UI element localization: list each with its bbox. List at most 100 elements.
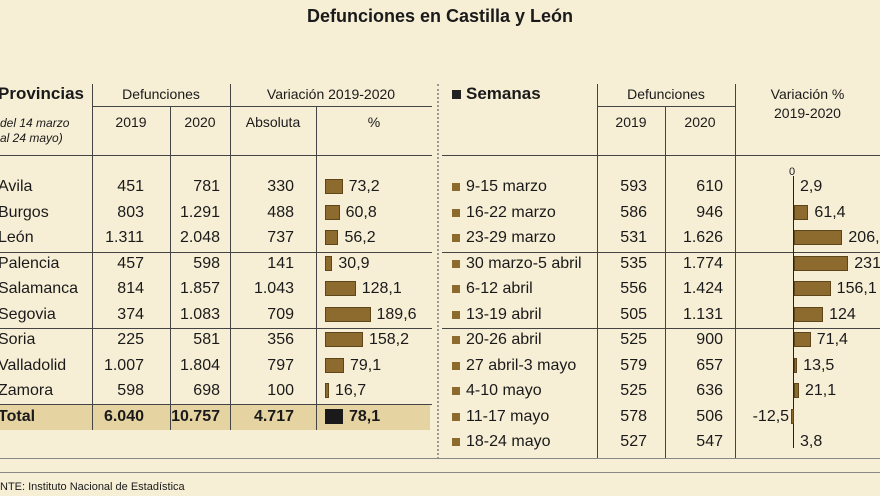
deaths-2020: 547 <box>696 433 723 450</box>
percent-change: 231 <box>854 254 880 272</box>
dotted-separator <box>437 84 439 459</box>
percent-change: 13,5 <box>803 356 835 374</box>
zero-axis <box>793 176 794 448</box>
percent-bar <box>794 306 824 322</box>
deaths-2019: 374 <box>117 305 144 323</box>
absolute-change: 4.717 <box>253 407 294 425</box>
square-bullet-icon <box>452 438 460 446</box>
percent-change: 71,4 <box>816 331 848 348</box>
defunciones-header: Defunciones <box>122 86 200 102</box>
divider <box>442 252 880 253</box>
percent-bar <box>794 255 849 271</box>
deaths-2019: 531 <box>620 229 647 246</box>
week-label: 18-24 mayo <box>466 433 551 450</box>
divider <box>442 155 880 156</box>
deaths-2019: 525 <box>620 382 647 399</box>
percent-change: 30,9 <box>338 254 370 272</box>
deaths-2020: 1.774 <box>682 254 723 272</box>
percent-change: 189,6 <box>376 305 417 323</box>
percent-bar <box>325 230 339 245</box>
percent-bar <box>794 230 843 245</box>
absolute-change: 330 <box>267 178 294 195</box>
percent-bar <box>794 332 811 347</box>
deaths-2020: 1.626 <box>682 229 723 246</box>
chart-title: Defunciones en Castilla y León <box>306 6 574 26</box>
percent-change: 56,2 <box>344 229 376 246</box>
percent-change: 158,2 <box>368 331 409 348</box>
divider <box>92 106 432 107</box>
deaths-2019: 457 <box>117 254 144 272</box>
deaths-2020: 900 <box>696 331 723 348</box>
col-2020: 2020 <box>684 114 716 130</box>
week-label: 16-22 marzo <box>466 203 556 221</box>
square-bullet-icon <box>452 361 460 370</box>
divider <box>597 106 735 107</box>
divider <box>0 328 432 329</box>
divider <box>0 252 432 253</box>
divider <box>0 404 432 405</box>
percent-bar <box>791 408 794 424</box>
week-label: 13-19 abril <box>466 305 542 323</box>
semanas-heading: Semanas <box>466 84 541 103</box>
percent-change: 206, <box>848 229 880 246</box>
week-label: 20-26 abril <box>466 331 542 348</box>
total-marker <box>325 408 343 424</box>
square-bullet-icon <box>452 90 461 99</box>
total-row-background <box>0 404 430 430</box>
col-2019: 2019 <box>615 114 647 130</box>
deaths-2020: 506 <box>696 407 723 425</box>
divider <box>230 84 231 430</box>
deaths-2019: 593 <box>620 178 647 195</box>
percent-change: 78,1 <box>349 407 381 425</box>
deaths-2020: 598 <box>193 254 220 272</box>
axis-zero-label: 0 <box>789 166 796 178</box>
date-range-line2: al 24 mayo) <box>0 131 63 145</box>
divider <box>92 84 93 430</box>
deaths-2020: 1.083 <box>179 305 220 323</box>
source-note: NTE: Instituto Nacional de Estadística <box>0 481 185 493</box>
deaths-2020: 1.804 <box>179 356 220 374</box>
week-label: 6-12 abril <box>466 280 533 297</box>
absolute-change: 1.043 <box>253 280 294 297</box>
week-label: 23-29 marzo <box>466 229 556 246</box>
absolute-change: 356 <box>267 331 294 348</box>
variacion-header: Variación % <box>770 86 845 102</box>
week-label: 27 abril-3 mayo <box>466 356 577 374</box>
square-bullet-icon <box>452 336 460 344</box>
deaths-2019: 803 <box>117 203 144 221</box>
percent-change: 124 <box>829 305 856 323</box>
divider <box>665 106 666 458</box>
percent-bar <box>794 281 831 296</box>
absolute-change: 709 <box>267 305 294 323</box>
deaths-2020: 2.048 <box>179 229 220 246</box>
deaths-2020: 698 <box>193 382 220 399</box>
province-name: Burgos <box>0 203 49 221</box>
divider <box>0 458 880 459</box>
deaths-2019: 225 <box>117 331 144 348</box>
province-name: Avila <box>0 178 33 195</box>
deaths-2020: 10.757 <box>171 407 220 425</box>
deaths-2019: 451 <box>117 178 144 195</box>
province-name: Valladolid <box>0 356 67 374</box>
square-bullet-icon <box>452 259 460 268</box>
deaths-2019: 1.007 <box>103 356 144 374</box>
deaths-2020: 781 <box>193 178 220 195</box>
divider <box>0 155 432 156</box>
absolute-change: 737 <box>267 229 294 246</box>
provincias-heading: Provincias <box>0 84 84 103</box>
deaths-2020: 946 <box>696 203 723 221</box>
week-label: 4-10 mayo <box>466 382 542 399</box>
absolute-change: 488 <box>267 203 294 221</box>
square-bullet-icon <box>452 234 460 242</box>
deaths-2020: 1.291 <box>179 203 220 221</box>
square-bullet-icon <box>452 412 460 421</box>
percent-change: 3,8 <box>800 433 823 450</box>
deaths-2020: 636 <box>696 382 723 399</box>
percent-bar <box>325 281 356 296</box>
percent-change: 2,9 <box>800 178 823 195</box>
deaths-2020: 610 <box>696 178 723 195</box>
percent-change: 60,8 <box>345 203 377 221</box>
variacion-years: 2019-2020 <box>774 105 841 121</box>
deaths-2019: 505 <box>620 305 647 323</box>
province-name: Palencia <box>0 254 60 272</box>
